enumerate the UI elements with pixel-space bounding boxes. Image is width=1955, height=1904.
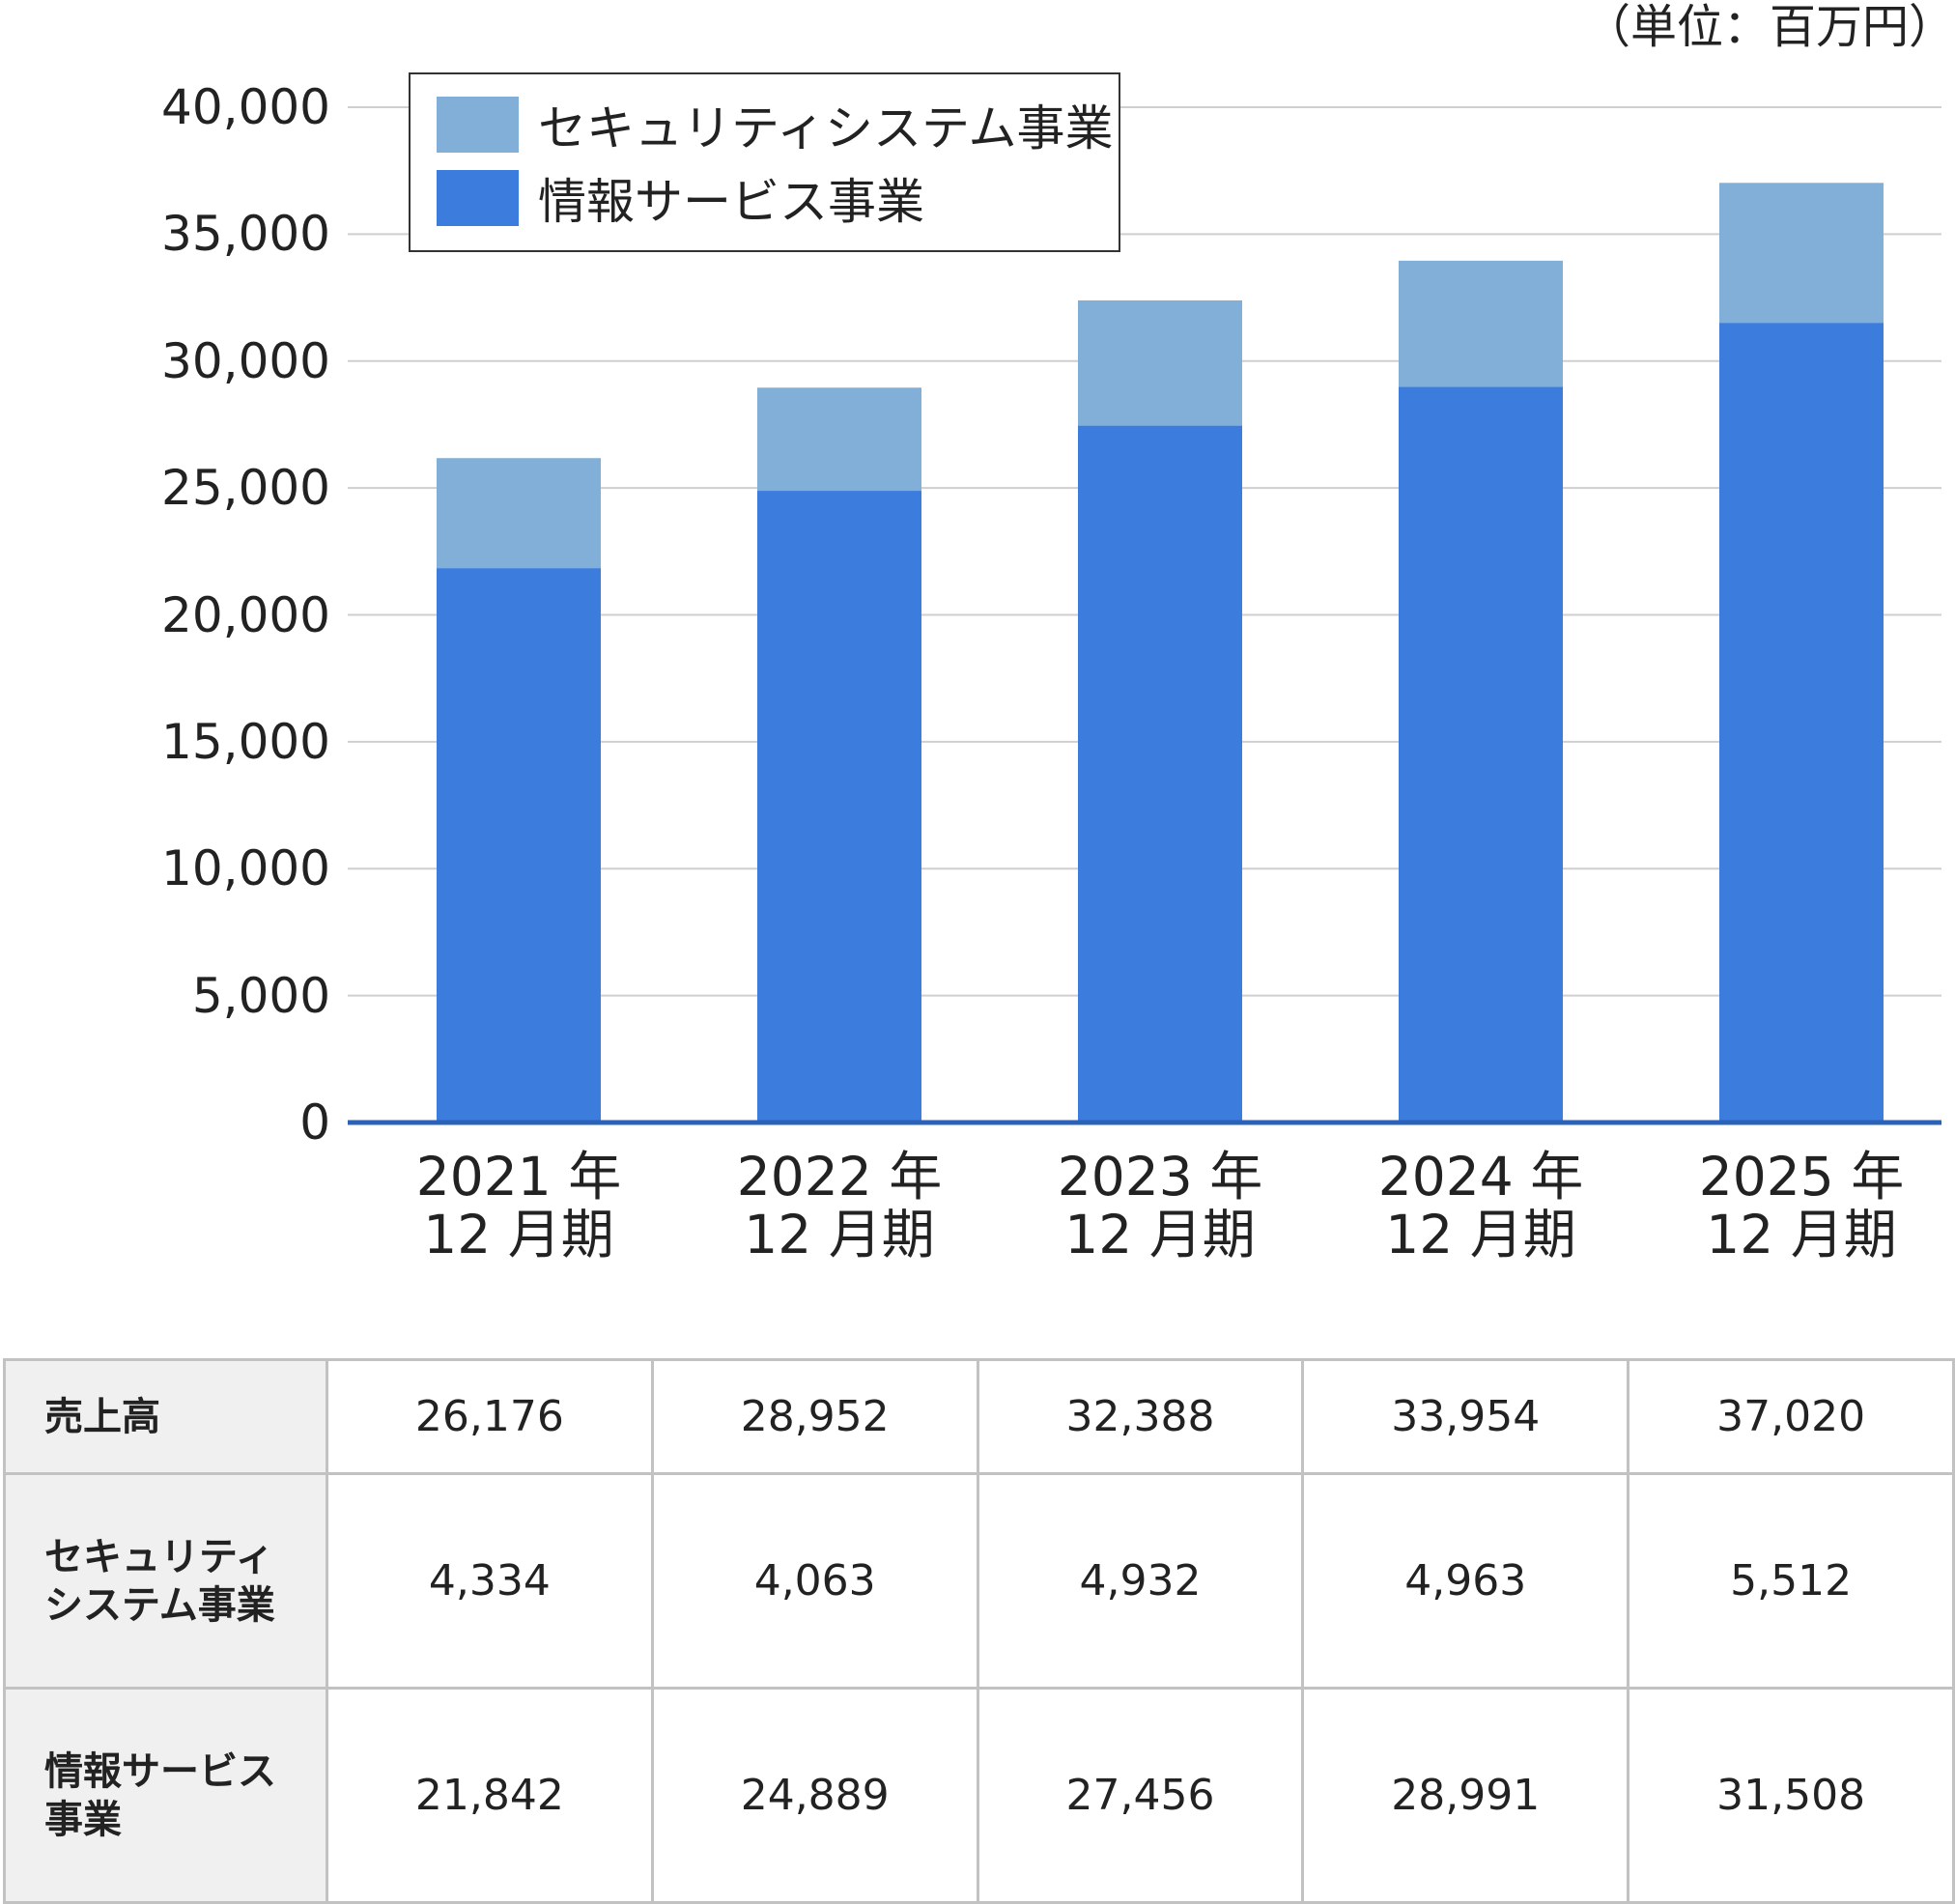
y-tick-label: 20,000 <box>161 586 330 643</box>
stacked-bar-chart <box>348 106 1941 1125</box>
table-cell: 4,932 <box>976 1472 1305 1691</box>
table-cell: 4,063 <box>650 1472 979 1691</box>
table-cell: 28,991 <box>1301 1687 1630 1904</box>
x-tick-label: 2021 年 12 月期 <box>415 1146 622 1265</box>
row-header: セキュリティ システム事業 <box>3 1472 328 1691</box>
table-cell: 31,508 <box>1627 1687 1955 1904</box>
x-tick-label: 2022 年 12 月期 <box>736 1146 943 1265</box>
table-cell: 37,020 <box>1627 1357 1955 1476</box>
table-cell: 4,334 <box>326 1472 654 1691</box>
table-cell: 21,842 <box>326 1687 654 1904</box>
bar-segment-info-service <box>757 491 921 1123</box>
y-tick-label: 30,000 <box>161 332 330 389</box>
table-cell: 27,456 <box>976 1687 1305 1904</box>
bar-segment-security <box>1399 260 1563 387</box>
table-cell: 26,176 <box>326 1357 654 1476</box>
row-header: 売上高 <box>3 1357 328 1476</box>
bar-segment-info-service <box>437 568 601 1123</box>
data-table: 売上高 26,176 28,952 32,388 33,954 37,020 セキュリティシ… <box>3 1357 1955 1904</box>
unit-label: （単位：百万円） <box>1583 0 1955 54</box>
legend-swatch-info-service <box>437 170 519 226</box>
bar-segment-security <box>1078 300 1242 426</box>
legend-swatch-security <box>437 97 519 153</box>
y-tick-label: 10,000 <box>161 840 330 897</box>
x-tick-label: 2024 年 12 月期 <box>1377 1146 1584 1265</box>
legend-label-security: セキュリティシステム事業 <box>538 100 1114 156</box>
bar-segment-info-service <box>1078 425 1242 1123</box>
bar-segment-security <box>1719 183 1884 324</box>
x-tick-label: 2023 年 12 月期 <box>1057 1146 1263 1265</box>
y-tick-label: 15,000 <box>161 713 330 770</box>
y-tick-label: 5,000 <box>191 967 330 1024</box>
table-cell: 28,952 <box>650 1357 979 1476</box>
table-cell: 32,388 <box>976 1357 1305 1476</box>
table-cell: 5,512 <box>1627 1472 1955 1691</box>
legend-item-security: セキュリティシステム事業 <box>437 96 1114 156</box>
table-cell: 24,889 <box>650 1687 979 1904</box>
table-cell: 4,963 <box>1301 1472 1630 1691</box>
bar-segment-security <box>757 387 921 492</box>
legend-item-info-service: 情報サービス事業 <box>437 169 924 230</box>
table-row: 情報サービス 事業 21,842 24,889 27,456 28,991 31,508 <box>3 1687 1955 1904</box>
row-header: 情報サービス 事業 <box>3 1687 328 1904</box>
bar-segment-security <box>437 458 601 569</box>
bar-segment-info-service <box>1719 323 1884 1123</box>
table-row: セキュリティ システム事業 4,334 4,063 4,932 4,963 5,512 <box>3 1472 1955 1691</box>
x-tick-label: 2025 年 12 月期 <box>1698 1146 1905 1265</box>
chart-legend: セキュリティシステム事業 情報サービス事業 <box>409 72 1120 252</box>
table-row: 売上高 26,176 28,952 32,388 33,954 37,020 <box>3 1357 1955 1476</box>
y-tick-label: 35,000 <box>161 206 330 263</box>
y-tick-label: 25,000 <box>161 460 330 517</box>
table-cell: 33,954 <box>1301 1357 1630 1476</box>
bar-segment-info-service <box>1399 386 1563 1123</box>
legend-label-info-service: 情報サービス事業 <box>538 174 924 230</box>
y-tick-label: 0 <box>299 1094 330 1151</box>
y-tick-label: 40,000 <box>161 79 330 135</box>
